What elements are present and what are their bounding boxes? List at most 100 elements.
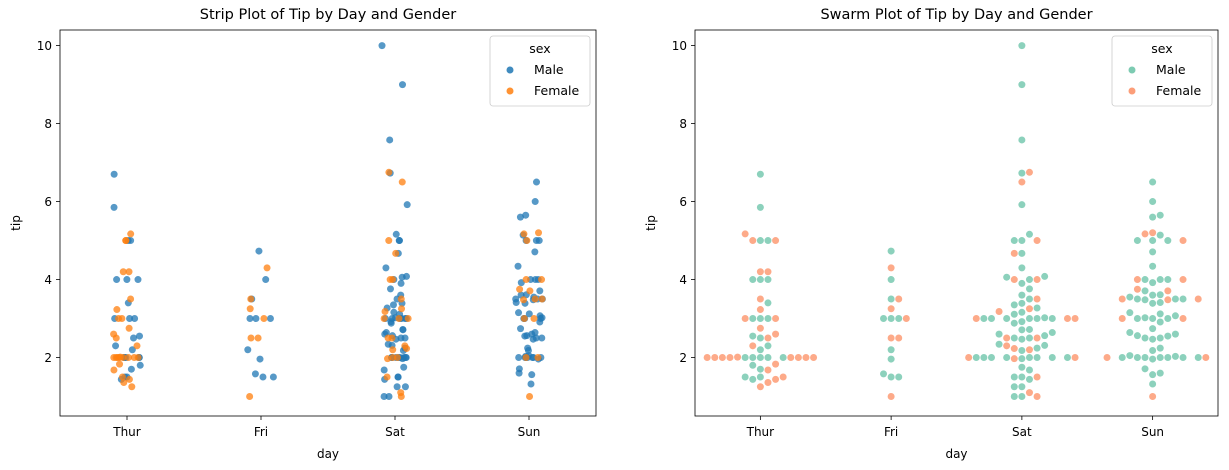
data-point-male	[1048, 315, 1056, 323]
data-point-female	[1118, 315, 1126, 323]
legend-box	[489, 35, 591, 107]
data-point-male	[524, 347, 532, 354]
data-point-male	[378, 42, 386, 50]
data-point-male	[1018, 326, 1026, 334]
data-point-female	[1033, 373, 1041, 381]
data-point-male	[764, 299, 772, 307]
data-point-male	[131, 315, 139, 323]
data-point-female	[756, 383, 764, 391]
data-point-female	[383, 373, 391, 381]
data-point-female	[787, 354, 795, 362]
data-point-male	[1179, 295, 1187, 303]
data-point-male	[980, 354, 988, 362]
data-point-female	[397, 295, 405, 303]
data-point-male	[1149, 315, 1157, 323]
data-point-female	[749, 342, 757, 350]
data-point-female	[802, 354, 810, 362]
chart-title: Strip Plot of Tip by Day and Gender	[200, 7, 456, 23]
data-point-male	[531, 248, 539, 256]
data-point-male	[1018, 136, 1026, 144]
data-point-male	[1018, 355, 1026, 363]
data-point-male	[134, 276, 142, 284]
data-point-female	[1003, 342, 1011, 350]
data-point-male	[756, 346, 764, 354]
data-point-female	[1149, 229, 1157, 237]
data-point-male	[1048, 329, 1056, 337]
data-point-male	[255, 247, 263, 255]
data-point-male	[1025, 315, 1033, 323]
data-point-male	[395, 237, 403, 245]
data-point-female	[122, 237, 130, 245]
data-point-female	[398, 305, 406, 313]
data-point-male	[756, 170, 764, 178]
data-point-female	[116, 360, 124, 368]
data-point-male	[1018, 291, 1026, 299]
data-point-female	[772, 237, 780, 245]
data-point-female	[1194, 295, 1202, 303]
data-point-male	[1018, 169, 1026, 177]
data-point-male	[1149, 198, 1157, 206]
data-point-male	[397, 279, 405, 287]
data-point-female	[125, 375, 133, 383]
data-point-male	[400, 363, 408, 371]
data-point-male	[1048, 354, 1056, 362]
data-point-male	[887, 276, 895, 284]
data-point-male	[1149, 371, 1157, 379]
data-point-female	[764, 378, 772, 386]
x-tick-label: Fri	[254, 425, 268, 439]
data-point-male	[749, 361, 757, 369]
data-point-male	[1041, 341, 1049, 349]
data-point-female	[263, 264, 271, 272]
data-point-male	[756, 315, 764, 323]
data-point-female	[1025, 305, 1033, 313]
data-point-male	[128, 346, 136, 354]
data-point-male	[1171, 352, 1179, 360]
data-point-male	[389, 301, 397, 309]
x-tick-label: Thur	[112, 425, 141, 439]
data-point-female	[1179, 276, 1187, 284]
data-point-male	[1126, 329, 1134, 337]
data-point-female	[995, 308, 1003, 316]
data-point-female	[726, 354, 734, 362]
data-point-male	[1018, 42, 1026, 50]
legend-marker-female	[1128, 87, 1136, 95]
data-point-female	[384, 355, 392, 363]
data-point-male	[1149, 291, 1157, 299]
data-point-male	[399, 81, 406, 89]
data-point-male	[380, 393, 388, 401]
data-point-female	[522, 354, 530, 362]
data-point-female	[260, 315, 268, 323]
data-point-female	[741, 230, 749, 238]
data-point-male	[536, 287, 544, 295]
data-point-male	[527, 380, 535, 388]
data-point-female	[385, 168, 393, 176]
data-point-male	[1018, 264, 1026, 272]
data-point-male	[1018, 279, 1026, 287]
data-point-female	[1033, 393, 1041, 401]
data-point-male	[380, 366, 388, 374]
data-point-female	[133, 342, 141, 350]
data-point-female	[1179, 237, 1187, 245]
y-tick-label: 8	[679, 117, 687, 131]
data-point-female	[772, 330, 780, 338]
data-point-male	[126, 315, 134, 323]
data-point-male	[1033, 344, 1041, 352]
data-points	[110, 42, 546, 401]
data-point-male	[533, 178, 540, 186]
data-point-female	[1010, 276, 1018, 284]
data-point-male	[521, 332, 529, 340]
data-point-male	[385, 393, 393, 401]
data-point-male	[749, 315, 757, 323]
data-point-female	[764, 366, 772, 374]
data-point-female	[526, 393, 534, 401]
data-point-male	[895, 373, 903, 381]
legend-label-male: Male	[1156, 62, 1186, 77]
data-point-female	[118, 373, 126, 381]
data-point-male	[531, 198, 539, 206]
data-point-female	[516, 285, 524, 293]
data-point-male	[515, 369, 523, 377]
data-point-male	[1003, 273, 1011, 281]
axes-frame	[694, 29, 1219, 417]
data-point-female	[1025, 168, 1033, 176]
data-point-male	[1041, 332, 1049, 340]
